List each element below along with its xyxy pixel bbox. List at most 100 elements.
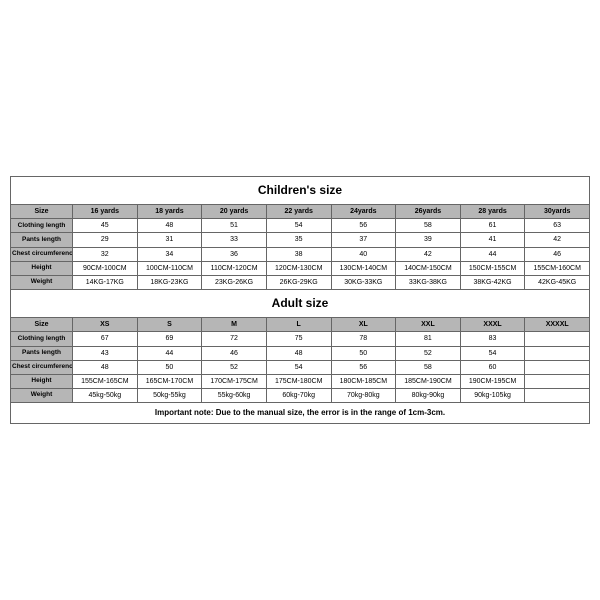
cell: 58 [396, 360, 461, 374]
children-header-2: 20 yards [202, 205, 267, 219]
cell: 56 [331, 360, 396, 374]
cell: 165CM-170CM [137, 374, 202, 388]
children-label-clothing: Clothing length [11, 219, 73, 233]
table-row: Clothing length 45 48 51 54 56 58 61 63 [11, 219, 590, 233]
cell: 50 [331, 346, 396, 360]
cell: 48 [137, 219, 202, 233]
cell: 35 [266, 233, 331, 247]
adult-header-6: XXXL [460, 318, 525, 332]
table-row: Pants length 29 31 33 35 37 39 41 42 [11, 233, 590, 247]
adult-header-0: XS [73, 318, 138, 332]
size-chart-table: Children's size Size 16 yards 18 yards 2… [10, 176, 590, 425]
cell: 150CM-155CM [460, 261, 525, 275]
table-row: Weight 14KG-17KG 18KG-23KG 23KG-26KG 26K… [11, 275, 590, 289]
children-header-7: 30yards [525, 205, 590, 219]
cell: 36 [202, 247, 267, 261]
children-label-chest: Chest circumference 1/2 [11, 247, 73, 261]
cell: 48 [266, 346, 331, 360]
adult-label-chest: Chest circumference 1/2 [11, 360, 73, 374]
cell: 58 [396, 219, 461, 233]
children-header-0: 16 yards [73, 205, 138, 219]
table-row: Pants length 43 44 46 48 50 52 54 [11, 346, 590, 360]
cell: 23KG-26KG [202, 275, 267, 289]
cell: 130CM-140CM [331, 261, 396, 275]
cell: 50kg-55kg [137, 388, 202, 402]
cell: 54 [460, 346, 525, 360]
cell: 140CM-150CM [396, 261, 461, 275]
cell: 90kg-105kg [460, 388, 525, 402]
cell: 54 [266, 360, 331, 374]
adult-title-row: Adult size [11, 289, 590, 318]
cell: 42 [525, 233, 590, 247]
cell: 52 [396, 346, 461, 360]
cell: 26KG-29KG [266, 275, 331, 289]
cell: 48 [73, 360, 138, 374]
adult-header-1: S [137, 318, 202, 332]
children-label-size: Size [11, 205, 73, 219]
adult-title: Adult size [11, 289, 590, 318]
cell: 45kg-50kg [73, 388, 138, 402]
note-row: Important note: Due to the manual size, … [11, 402, 590, 423]
cell: 40 [331, 247, 396, 261]
cell: 72 [202, 332, 267, 346]
cell: 80kg-90kg [396, 388, 461, 402]
cell: 34 [137, 247, 202, 261]
cell: 51 [202, 219, 267, 233]
adult-header-5: XXL [396, 318, 461, 332]
adult-label-clothing: Clothing length [11, 332, 73, 346]
cell: 42 [396, 247, 461, 261]
adult-header-7: XXXXL [525, 318, 590, 332]
cell: 185CM-190CM [396, 374, 461, 388]
cell: 61 [460, 219, 525, 233]
cell: 38 [266, 247, 331, 261]
children-title-row: Children's size [11, 176, 590, 205]
cell: 170CM-175CM [202, 374, 267, 388]
cell: 41 [460, 233, 525, 247]
important-note: Important note: Due to the manual size, … [11, 402, 590, 423]
cell: 43 [73, 346, 138, 360]
cell: 60 [460, 360, 525, 374]
cell: 190CM-195CM [460, 374, 525, 388]
cell: 110CM-120CM [202, 261, 267, 275]
children-header-3: 22 yards [266, 205, 331, 219]
adult-label-weight: Weight [11, 388, 73, 402]
cell: 83 [460, 332, 525, 346]
cell: 52 [202, 360, 267, 374]
cell: 100CM-110CM [137, 261, 202, 275]
children-header-4: 24yards [331, 205, 396, 219]
cell: 155CM-165CM [73, 374, 138, 388]
cell [525, 332, 590, 346]
cell: 46 [202, 346, 267, 360]
children-label-weight: Weight [11, 275, 73, 289]
adult-label-pants: Pants length [11, 346, 73, 360]
children-header-row: Size 16 yards 18 yards 20 yards 22 yards… [11, 205, 590, 219]
cell: 14KG-17KG [73, 275, 138, 289]
adult-label-size: Size [11, 318, 73, 332]
cell [525, 360, 590, 374]
cell: 55kg-60kg [202, 388, 267, 402]
cell: 44 [137, 346, 202, 360]
cell: 120CM-130CM [266, 261, 331, 275]
cell: 39 [396, 233, 461, 247]
adult-header-4: XL [331, 318, 396, 332]
cell: 44 [460, 247, 525, 261]
table-row: Weight 45kg-50kg 50kg-55kg 55kg-60kg 60k… [11, 388, 590, 402]
cell: 69 [137, 332, 202, 346]
children-header-1: 18 yards [137, 205, 202, 219]
cell [525, 346, 590, 360]
children-header-6: 28 yards [460, 205, 525, 219]
cell: 81 [396, 332, 461, 346]
cell: 78 [331, 332, 396, 346]
cell: 155CM-160CM [525, 261, 590, 275]
cell: 90CM-100CM [73, 261, 138, 275]
table-row: Height 155CM-165CM 165CM-170CM 170CM-175… [11, 374, 590, 388]
cell: 63 [525, 219, 590, 233]
cell: 42KG-45KG [525, 275, 590, 289]
cell: 30KG-33KG [331, 275, 396, 289]
table-row: Chest circumference 1/2 32 34 36 38 40 4… [11, 247, 590, 261]
adult-header-2: M [202, 318, 267, 332]
cell: 33 [202, 233, 267, 247]
cell [525, 388, 590, 402]
cell: 56 [331, 219, 396, 233]
cell: 50 [137, 360, 202, 374]
